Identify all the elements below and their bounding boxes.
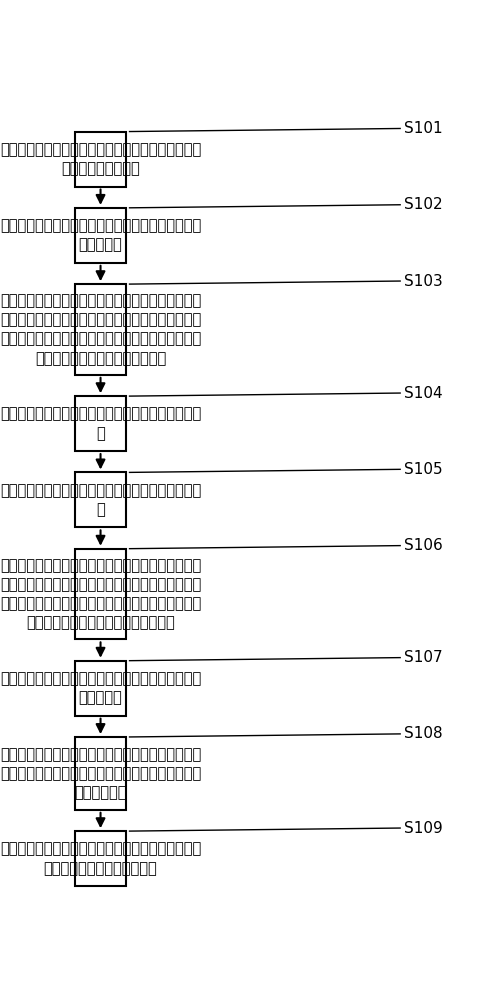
Bar <box>75 208 126 263</box>
Text: 将第一衬底加热温度升温至预设烘烤温度对硅衬底表
面进行烘烤: 将第一衬底加热温度升温至预设烘烤温度对硅衬底表 面进行烘烤 <box>0 218 201 252</box>
Text: S108: S108 <box>403 726 442 741</box>
Bar <box>75 661 126 716</box>
Text: S102: S102 <box>403 197 442 212</box>
Bar <box>75 737 126 810</box>
Bar <box>75 284 126 375</box>
Text: S104: S104 <box>403 386 442 401</box>
Text: 利用射频磁控溅射工艺，对金属锆靶材表面进行预处
理: 利用射频磁控溅射工艺，对金属锆靶材表面进行预处 理 <box>0 407 201 441</box>
Text: S106: S106 <box>403 538 442 553</box>
Bar <box>75 549 126 639</box>
Bar <box>75 396 126 451</box>
Text: 关闭氩气，将第三衬底加热温度由预设生长温度升温
至预设退火温度，在氮气的气氛条件下对氮化锆薄膜
进行退火处理: 关闭氩气，将第三衬底加热温度由预设生长温度升温 至预设退火温度，在氮气的气氛条件… <box>0 747 201 800</box>
Text: 利用直流磁控溅射制备工艺，在氮化锆成核层上沉积
氮化锆薄膜: 利用直流磁控溅射制备工艺，在氮化锆成核层上沉积 氮化锆薄膜 <box>0 671 201 705</box>
Text: 降低通入的氩气流量并向生长室中通入氮气，待生长
室内由氩气和氮气构成的混合气体将生长室内的压强
恢复到能够起辉放电的真空度，利用反溅射工艺，将
沉积的金属锆层氮: 降低通入的氩气流量并向生长室中通入氮气，待生长 室内由氩气和氮气构成的混合气体将… <box>0 558 201 630</box>
Bar <box>75 472 126 527</box>
Text: S103: S103 <box>403 274 442 289</box>
Text: S109: S109 <box>403 821 442 836</box>
Text: S101: S101 <box>403 121 442 136</box>
Bar <box>75 831 126 886</box>
Text: 调控生长室内氮气压强，按照预设降温速率降低衬底
温度至室温，得到氮化锆薄膜: 调控生长室内氮气压强，按照预设降温速率降低衬底 温度至室温，得到氮化锆薄膜 <box>0 842 201 876</box>
Text: S105: S105 <box>403 462 442 477</box>
Text: 将清洗后的硅衬底和金属锆靶材置于生长室中并抽真
空至预设真空条件下: 将清洗后的硅衬底和金属锆靶材置于生长室中并抽真 空至预设真空条件下 <box>0 142 201 176</box>
Text: 利用射频磁控溅射工艺，在硅衬底表面上沉积金属锆
层: 利用射频磁控溅射工艺，在硅衬底表面上沉积金属锆 层 <box>0 483 201 517</box>
Bar <box>75 132 126 187</box>
Text: S107: S107 <box>403 650 442 665</box>
Text: 将第二衬底加热温度由预设烘烤温度降至预设生长温
度，并向生长室中通入氩气，将生长室内的压强提升
至能够起辉放电的真空度，利用反溅射工艺，对硅衬
底表面进行反溅射: 将第二衬底加热温度由预设烘烤温度降至预设生长温 度，并向生长室中通入氩气，将生长… <box>0 293 201 366</box>
